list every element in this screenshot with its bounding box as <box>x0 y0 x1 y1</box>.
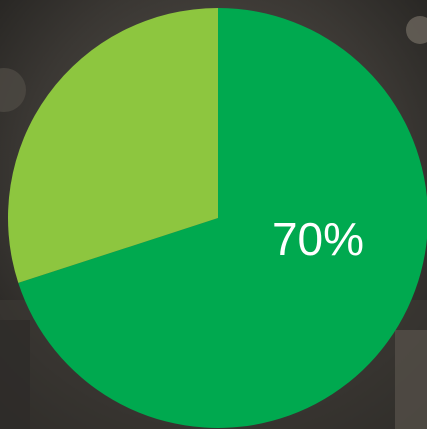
slice-value-label: 70% <box>272 213 364 265</box>
pie-slices <box>7 8 427 428</box>
pie-slice-0 <box>18 8 427 428</box>
pie-slice-1 <box>7 8 218 283</box>
